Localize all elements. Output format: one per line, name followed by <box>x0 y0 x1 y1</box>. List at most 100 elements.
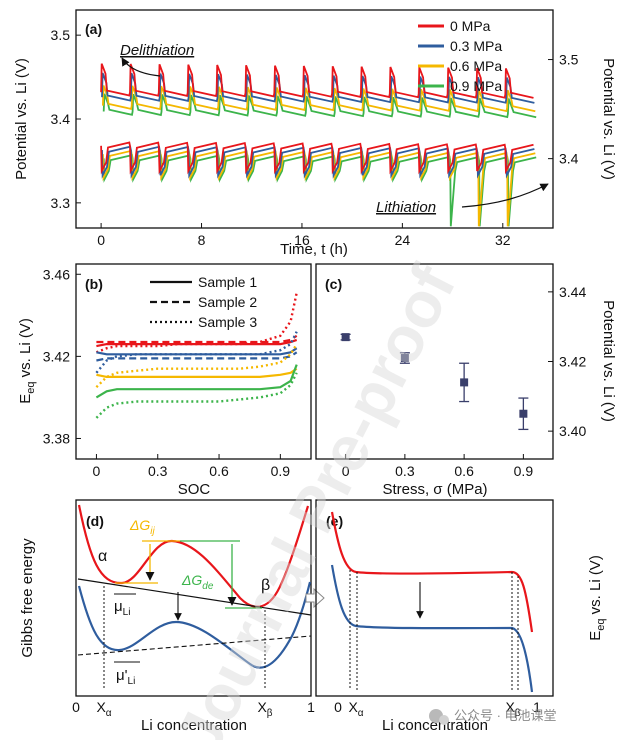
panel-b: 0 0.3 0.6 0.9 3.38 3.42 3.46 (b) SOC Eeq vs. L… <box>17 263 312 498</box>
panel-b-frame <box>75 263 312 460</box>
b-xtick-label-3: 0.9 <box>271 463 291 479</box>
b-legend-label-1: Sample 2 <box>198 294 257 310</box>
mu-li-prime-label: μ'Li <box>116 667 135 687</box>
b-series-line-8 <box>95 364 298 399</box>
red-gibbs-curve <box>77 504 310 608</box>
b-xtick-label-0: 0 <box>93 463 101 479</box>
panel-d-ylabel: Gibbs free energy <box>19 538 36 658</box>
lithiation-line-0 <box>100 141 534 175</box>
b-ytick-label-1: 3.42 <box>43 348 70 364</box>
dg-de-label: ΔGde <box>181 572 214 592</box>
panel-d: (d) Gibbs free energy Li concentration Δ… <box>19 499 315 734</box>
panel-e-xlabel: Li concentration <box>382 717 488 734</box>
panel-d-xlabel: Li concentration <box>141 717 247 734</box>
b-legend-label-0: Sample 1 <box>198 274 257 290</box>
annotation-lithiation: Lithiation <box>376 199 436 216</box>
dg-ij-label: ΔGij <box>129 517 156 537</box>
c-ytick-label-2: 3.44 <box>559 284 586 300</box>
delithiation-line-0 <box>100 63 534 99</box>
panel-e-ylabel: Eeq vs. Li (V) <box>587 555 607 641</box>
panel-a-ylabel-left: Potential vs. Li (V) <box>13 58 30 180</box>
mu-li-label: μLi <box>114 598 130 618</box>
panel-c-ylabel: Potential vs. Li (V) <box>600 300 617 422</box>
panel-d-xtick-xalpha: Xα <box>96 699 111 719</box>
delithiation-line-2 <box>102 85 536 113</box>
annotation-delithiation: Delithiation <box>120 42 194 59</box>
panel-c-label: (c) <box>325 276 342 292</box>
b-legend-label-2: Sample 3 <box>198 314 257 330</box>
b-series-line-9 <box>95 372 298 419</box>
beta-label: β <box>261 577 270 594</box>
a-legend-label-2: 0.6 MPa <box>450 58 502 74</box>
tangent-line-mu-li <box>77 578 312 616</box>
alpha-label: α <box>98 548 107 565</box>
panel-d-xtick-1: 1 <box>307 699 315 715</box>
b-ytick-label-2: 3.46 <box>43 266 70 282</box>
b-series-line-3 <box>96 347 298 356</box>
blue-gibbs-curve <box>77 581 312 669</box>
panel-e: (e) Eeq vs. Li (V) Li concentration 0 Xα… <box>315 499 607 734</box>
c-point-2 <box>460 378 469 387</box>
d-to-e-arrow-icon <box>305 587 325 609</box>
lithiation-line-1 <box>101 145 535 179</box>
a-xtick-label-2: 16 <box>294 232 310 248</box>
c-point-1 <box>400 354 409 363</box>
panel-b-label: (b) <box>85 276 103 292</box>
c-ytick-label-1: 3.42 <box>559 354 586 370</box>
b-series-line-2 <box>95 292 298 354</box>
b-series-line-0 <box>96 338 298 348</box>
a-ytick-right-label-0: 3.4 <box>559 151 579 167</box>
panel-b-ylabel: Eeq vs. Li (V) <box>17 318 37 404</box>
a-legend-label-0: 0 MPa <box>450 18 491 34</box>
panel-a-label: (a) <box>85 21 102 37</box>
c-xtick-label-3: 0.9 <box>514 463 534 479</box>
b-xtick-label-2: 0.6 <box>209 463 229 479</box>
panel-a: 0 8 16 24 323.33.43.53.43.5 (a) Time, t (h) … <box>13 9 617 258</box>
a-ytick-right-label-1: 3.5 <box>559 52 579 68</box>
panel-e-xtick-0: 0 <box>334 699 342 715</box>
panel-d-label: (d) <box>86 513 104 529</box>
wechat-icon-dot <box>439 715 449 725</box>
c-point-0 <box>341 333 350 342</box>
c-ytick-label-0: 3.40 <box>559 423 586 439</box>
b-ytick-label-0: 3.38 <box>43 430 70 446</box>
lithiation-line-3 <box>102 154 537 227</box>
panel-d-xtick-0: 0 <box>72 699 80 715</box>
panel-e-frame <box>315 499 554 697</box>
delithiation-arrow <box>121 57 161 77</box>
a-xtick-label-4: 32 <box>495 232 511 248</box>
panel-c: 0 0.3 0.6 0.9 3.40 3.42 3.44 (c) Stress, σ (MP… <box>315 263 617 498</box>
b-series-line-7 <box>95 343 298 389</box>
c-xtick-label-1: 0.3 <box>395 463 415 479</box>
c-point-3 <box>519 409 528 418</box>
b-series-line-5 <box>95 331 298 374</box>
source-label: 公众号 · 电池课堂 <box>454 708 557 723</box>
panel-a-legend: 0 MPa 0.3 MPa 0.6 MPa 0.9 MPa <box>418 18 502 94</box>
panel-e-xtick-xalpha: Xα <box>348 699 363 719</box>
panel-a-ylabel-right: Potential vs. Li (V) <box>600 58 617 180</box>
panel-a-xlabel: Time, t (h) <box>280 241 348 258</box>
tangent-line-mu-li-prime <box>77 635 312 656</box>
delithiation-line-3 <box>102 93 537 119</box>
lithiation-line-2 <box>102 149 536 227</box>
a-legend-label-1: 0.3 MPa <box>450 38 502 54</box>
a-xtick-label-1: 8 <box>198 232 206 248</box>
a-legend-label-3: 0.9 MPa <box>450 78 502 94</box>
panel-b-xlabel: SOC <box>178 481 211 498</box>
b-series-line-1 <box>96 334 298 344</box>
wechat-source: 公众号 · 电池课堂 <box>429 708 557 725</box>
c-xtick-label-2: 0.6 <box>454 463 474 479</box>
a-xtick-label-3: 24 <box>395 232 411 248</box>
b-series-line-6 <box>96 367 298 378</box>
a-ytick-label-1: 3.4 <box>51 111 71 127</box>
c-xtick-label-0: 0 <box>342 463 350 479</box>
panel-c-xlabel: Stress, σ (MPa) <box>382 481 487 498</box>
panel-d-xtick-xbeta: Xβ <box>257 699 272 719</box>
red-eeq-curve <box>330 511 534 633</box>
lithiation-arrow <box>461 183 549 208</box>
a-ytick-label-0: 3.3 <box>51 195 71 211</box>
a-xtick-label-0: 0 <box>97 232 105 248</box>
blue-eeq-curve <box>330 564 534 693</box>
a-ytick-label-2: 3.5 <box>51 27 71 43</box>
